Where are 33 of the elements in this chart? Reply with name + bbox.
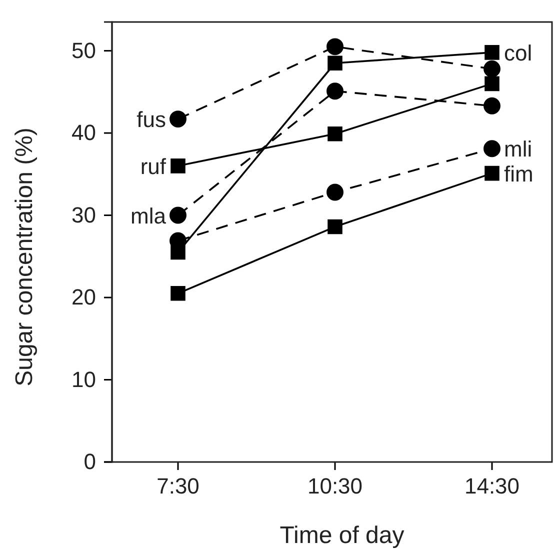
series-label: ruf [140,154,167,179]
y-tick-label: 20 [72,284,96,310]
point [484,140,500,158]
point [170,158,186,174]
y-tick-label: 40 [72,120,96,146]
series-label: mla [130,203,167,228]
point [484,60,500,78]
x-axis-title: Time of day [280,522,404,549]
x-tick-label: 7:30 [156,474,200,499]
point [328,219,342,234]
point [326,184,344,201]
point [484,97,500,114]
point [328,126,342,142]
point [328,56,342,71]
point [326,82,344,100]
y-tick-label: 50 [72,38,96,63]
y-axis-title: Sugar concentration (%) [11,128,38,386]
point [170,110,186,128]
point [170,286,186,301]
point [484,45,500,60]
series-label: fus [136,107,166,132]
point [484,166,500,181]
point [484,76,500,92]
y-tick-label: 0 [84,449,96,474]
y-tick-label: 30 [72,202,96,228]
point [326,38,344,56]
point [170,206,186,224]
series-label: col [504,40,532,66]
y-tick-label: 10 [72,366,96,392]
series-label: mli [504,136,532,162]
x-tick-label: 10:30 [307,474,363,499]
x-tick-label: 14:30 [464,474,520,499]
series-label: fim [504,161,534,186]
